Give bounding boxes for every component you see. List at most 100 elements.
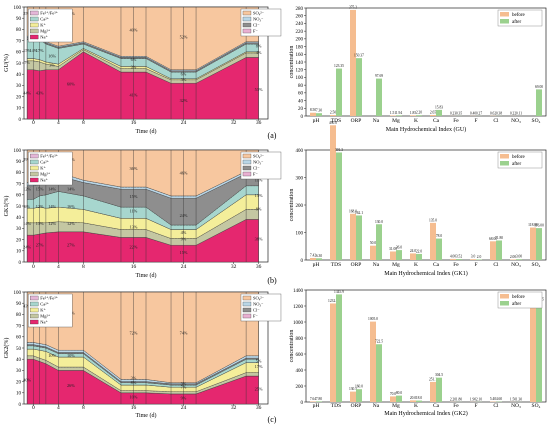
legend-swatch xyxy=(242,22,252,28)
bar-after xyxy=(436,109,442,116)
data-label: 4.00 xyxy=(450,254,456,258)
x-tick-label: 4 xyxy=(57,120,60,126)
percent-label: 11% xyxy=(255,177,263,182)
legend-label: Na⁺ xyxy=(40,320,48,325)
y-tick-label: 100 xyxy=(14,291,22,296)
x-tick-label: Na xyxy=(373,118,380,124)
percent-label: 6% xyxy=(131,57,137,62)
percent-label: 60% xyxy=(67,81,75,86)
data-label: 3.00 xyxy=(516,255,522,259)
bar-before xyxy=(330,303,336,402)
y-tick-label: 0 xyxy=(19,261,22,266)
x-tick-label: 24 xyxy=(181,120,187,126)
bar-after xyxy=(316,113,322,116)
data-label: 4.60 xyxy=(496,397,502,401)
x-tick-label: 8 xyxy=(82,120,85,126)
y-tick-label: 160 xyxy=(296,53,304,58)
percent-label: 16% xyxy=(48,53,56,58)
legend-swatch xyxy=(30,16,39,22)
percent-label: 32% xyxy=(180,98,188,103)
percent-label: 12% xyxy=(36,204,44,209)
x-tick-label: Cl xyxy=(493,118,499,124)
percent-label: 17% xyxy=(36,48,44,53)
bar-after xyxy=(416,253,422,260)
data-label: 7.42 xyxy=(310,253,316,257)
data-label: 123.35 xyxy=(334,64,344,68)
data-label: 69.00 xyxy=(535,85,543,89)
bar-after xyxy=(316,258,322,260)
x-tick-label: pH xyxy=(313,262,320,268)
bar-before xyxy=(390,115,396,116)
percent-label: 29% xyxy=(23,157,31,162)
x-axis-label: Main Hydrochemical Index (GK1) xyxy=(384,270,467,277)
data-label: 0.40 xyxy=(470,111,476,115)
data-label: 68.00 xyxy=(489,237,497,241)
percent-label: 4% xyxy=(256,50,262,55)
plot-frame xyxy=(305,149,547,261)
y-tick-label: 20 xyxy=(16,95,22,100)
legend-label: before xyxy=(512,13,526,18)
data-label: 36.0 xyxy=(396,246,402,250)
y-tick-label: 0 xyxy=(19,403,22,408)
data-label: 50.0 xyxy=(370,241,376,245)
percent-label: 74% xyxy=(180,331,188,336)
data-label: 1.30 xyxy=(516,397,522,401)
bar-before xyxy=(410,400,416,402)
y-tick-label: 60 xyxy=(16,194,22,199)
data-label: 130.0 xyxy=(375,220,383,224)
x-tick-label: 8 xyxy=(82,405,85,411)
x-tick-label: TDS xyxy=(331,262,341,268)
y-tick-label: 90 xyxy=(16,17,22,22)
legend-label: Ca²⁺ xyxy=(40,17,49,22)
data-label: 168.0 xyxy=(349,209,357,213)
legend-swatch xyxy=(30,295,39,301)
bar-after xyxy=(336,68,342,116)
y-tick-label: 400 xyxy=(296,149,304,154)
x-tick-label: 0 xyxy=(32,264,35,270)
legend-label: Na⁺ xyxy=(40,35,48,40)
data-label: 135.0 xyxy=(429,218,437,222)
data-label: 0.27 xyxy=(476,111,482,115)
x-tick-label: Ca xyxy=(433,118,440,124)
x-tick-label: 4 xyxy=(57,405,60,411)
y-tick-label: 60 xyxy=(16,336,22,341)
data-label: 1.94 xyxy=(396,111,402,115)
x-tick-label: TDS xyxy=(331,118,341,124)
y-tick-label: 40 xyxy=(16,216,22,221)
data-label: 24.0 xyxy=(410,249,416,253)
data-label: 118.00 xyxy=(528,223,538,227)
y-tick-label: 200 xyxy=(296,38,304,43)
y-tick-label: 80 xyxy=(298,84,304,89)
figure-label-b: (b) xyxy=(267,276,277,285)
percent-label: 10% xyxy=(130,394,138,399)
percent-label: 9% xyxy=(181,396,187,401)
bar-before xyxy=(410,115,416,116)
x-tick-label: Ca xyxy=(433,262,440,268)
data-label: 1005.0 xyxy=(368,317,378,321)
x-tick-label: 16 xyxy=(131,120,137,126)
y-tick-label: 10 xyxy=(16,392,22,397)
y-tick-label: 50 xyxy=(16,205,22,210)
legend-label: Mg²⁺ xyxy=(40,29,51,34)
legend-label: K⁺ xyxy=(40,166,46,171)
data-label: 20.0 xyxy=(410,396,416,400)
data-label: 78.0 xyxy=(436,234,442,238)
bar-before xyxy=(510,259,516,260)
bar-after xyxy=(416,115,422,116)
data-label: 2.50 xyxy=(330,111,336,115)
percent-label: 3% xyxy=(49,62,55,67)
bar-before xyxy=(330,125,336,260)
y-tick-label: 100 xyxy=(14,149,22,154)
y-tick-label: 120 xyxy=(296,69,304,74)
y-tick-label: 50 xyxy=(16,62,22,67)
legend-swatch xyxy=(30,301,39,307)
bar-after xyxy=(356,58,362,116)
y-tick-label: 60 xyxy=(298,92,304,97)
data-label: 116.00 xyxy=(534,224,544,228)
legend-swatch xyxy=(30,159,39,165)
legend-label: NO₃⁻ xyxy=(253,302,264,307)
data-label: 0.22 xyxy=(510,111,516,115)
data-label: 7.30 xyxy=(316,109,322,113)
y-tick-label: 10 xyxy=(16,107,22,112)
data-label: 160.0 xyxy=(355,385,363,389)
